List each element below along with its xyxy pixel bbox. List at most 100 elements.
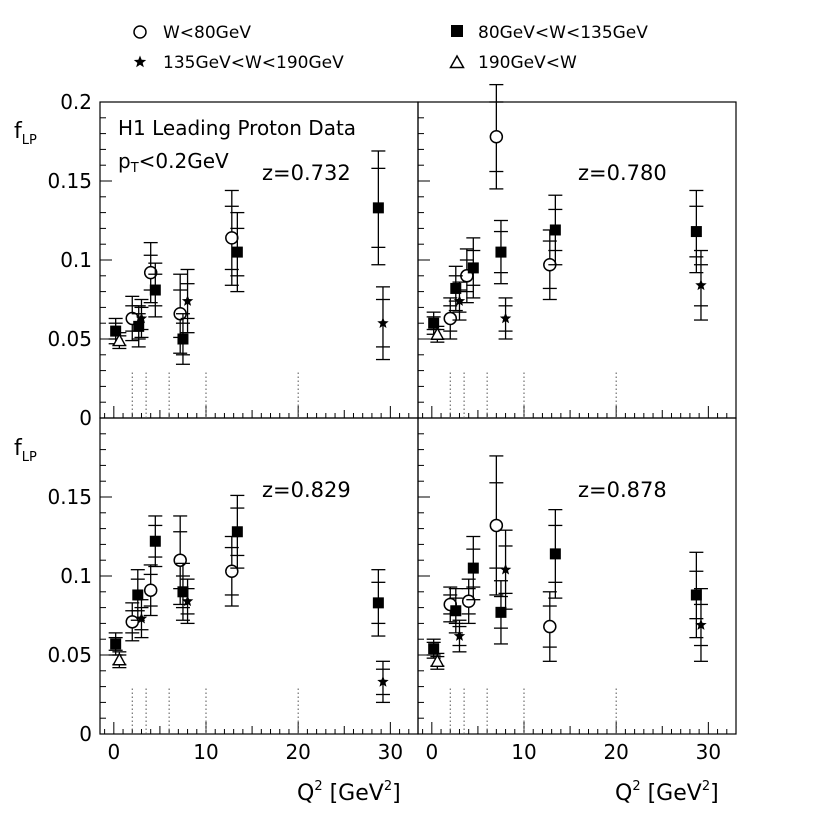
marker-square-filled bbox=[549, 224, 561, 236]
data-point-circle bbox=[542, 591, 557, 662]
legend-label: 80GeV<W<135GeV bbox=[478, 23, 648, 43]
legend-item-w-80-135: 80GeV<W<135GeV bbox=[451, 23, 648, 43]
z-label: z=0.780 bbox=[578, 161, 667, 185]
panel-3: 0 0.05 0.1 0.15 0 10 20 30 z=0.829 bbox=[47, 417, 419, 764]
marker-circle-open bbox=[443, 311, 458, 326]
x-tick-label: 0 bbox=[425, 740, 438, 764]
data-point-square bbox=[371, 569, 386, 637]
marker-triangle-open bbox=[430, 326, 445, 340]
marker-triangle-open bbox=[112, 652, 127, 666]
marker-star bbox=[377, 675, 389, 687]
data-point-square bbox=[230, 211, 245, 293]
marker-square-filled bbox=[495, 606, 507, 618]
marker-square-filled bbox=[450, 282, 462, 294]
x-axis-title-left: Q2 [GeV2] bbox=[297, 779, 401, 806]
marker-star bbox=[499, 563, 512, 575]
marker-star bbox=[135, 312, 148, 324]
x-tick-label: 10 bbox=[193, 740, 218, 764]
data-point-star bbox=[180, 578, 195, 625]
y-tick-label: 0.15 bbox=[47, 485, 92, 509]
marker-square-filled bbox=[231, 526, 243, 538]
marker-star bbox=[453, 630, 466, 641]
marker-square-filled bbox=[690, 226, 702, 238]
chart-subtitle: pT<0.2GeV bbox=[118, 149, 229, 176]
panel-frame-bottom-right bbox=[417, 417, 737, 735]
data-point-square bbox=[448, 265, 463, 312]
marker-circle-open bbox=[489, 130, 504, 144]
marker-star bbox=[695, 618, 707, 630]
x-tick-label: 30 bbox=[378, 740, 403, 764]
marker-square-filled bbox=[133, 320, 145, 332]
data-point-star bbox=[498, 529, 513, 610]
marker-square-filled bbox=[149, 284, 161, 296]
marker-square-filled bbox=[467, 262, 479, 274]
data-point-square bbox=[466, 237, 481, 299]
data-point-square bbox=[131, 305, 146, 348]
data-point-circle bbox=[489, 455, 504, 596]
marker-circle-open bbox=[543, 619, 557, 634]
marker-star bbox=[499, 312, 512, 324]
marker-square-filled bbox=[372, 597, 384, 609]
x-axis-title-right: Q2 [GeV2] bbox=[615, 779, 719, 806]
marker-star bbox=[135, 612, 148, 624]
y-tick-label: 0 bbox=[79, 722, 92, 746]
data-point-star bbox=[375, 286, 390, 361]
data-point-square bbox=[148, 515, 163, 568]
marker-circle-open bbox=[125, 615, 140, 629]
panel-1: 0 0.05 0.1 0.15 0.2 z=0.732 bbox=[47, 90, 419, 430]
data-point-square bbox=[130, 569, 145, 621]
marker-circle-open bbox=[143, 265, 158, 280]
x-tick-label: 20 bbox=[603, 740, 628, 764]
data-point-circle bbox=[143, 564, 158, 617]
data-point-circle bbox=[443, 297, 458, 340]
data-point-square bbox=[426, 638, 441, 659]
data-point-star bbox=[452, 619, 467, 653]
data-point-square bbox=[493, 219, 508, 285]
legend: W<80GeV 80GeV<W<135GeV 135GeV<W<190GeV 1… bbox=[133, 23, 648, 73]
data-point-star bbox=[134, 298, 149, 339]
data-point-square bbox=[230, 494, 245, 569]
y-tick-label: 0.1 bbox=[60, 248, 92, 272]
panel-4: 0 10 20 30 z=0.878 bbox=[418, 417, 737, 764]
data-point-star bbox=[134, 599, 149, 639]
data-point-square bbox=[548, 508, 563, 599]
data-point-circle bbox=[125, 295, 140, 342]
marker-circle-open bbox=[225, 231, 239, 245]
x-tick-label: 30 bbox=[696, 740, 721, 764]
marker-square-filled bbox=[110, 638, 122, 650]
marker-triangle-open bbox=[430, 653, 445, 668]
chart-marks: 0 0.05 0.1 0.15 0.2 z=0.732 z=0.780 0 0.05 0.1 0.1… bbox=[47, 83, 737, 764]
marker-circle-open bbox=[461, 594, 476, 609]
marker-square-filled bbox=[110, 325, 122, 337]
x-tick-label: 10 bbox=[511, 740, 536, 764]
legend-label: 135GeV<W<190GeV bbox=[163, 53, 344, 73]
data-point-square bbox=[448, 587, 463, 634]
legend-label: W<80GeV bbox=[163, 23, 251, 43]
panel-2: z=0.780 bbox=[418, 83, 737, 419]
data-point-triangle bbox=[112, 332, 127, 350]
chart-header: H1 Leading Proton Data pT<0.2GeV bbox=[118, 116, 356, 176]
y-tick-label: 0.05 bbox=[47, 643, 92, 667]
legend-marker-square bbox=[451, 25, 463, 37]
marker-star bbox=[181, 295, 194, 306]
marker-square-filled bbox=[428, 317, 440, 329]
y-tick-label: 0.05 bbox=[47, 327, 92, 351]
marker-star bbox=[181, 595, 194, 607]
marker-star bbox=[453, 295, 466, 306]
marker-square-filled bbox=[467, 562, 479, 574]
marker-square-filled bbox=[149, 535, 161, 547]
data-point-star bbox=[452, 281, 467, 321]
data-point-square bbox=[548, 194, 563, 266]
marker-star bbox=[695, 279, 707, 291]
marker-square-filled bbox=[495, 246, 507, 258]
marker-square-filled bbox=[428, 643, 440, 655]
panel-frame-bottom-left bbox=[99, 417, 419, 735]
y-axis-title-bottom: fLP bbox=[14, 436, 37, 465]
legend-item-w-135-190: 135GeV<W<190GeV bbox=[133, 53, 344, 73]
legend-item-w-above-190: 190GeV<W bbox=[449, 53, 577, 73]
data-point-triangle bbox=[430, 652, 445, 670]
data-point-circle bbox=[489, 83, 504, 190]
legend-item-w-below-80: W<80GeV bbox=[133, 23, 251, 43]
marker-square-filled bbox=[231, 246, 243, 258]
